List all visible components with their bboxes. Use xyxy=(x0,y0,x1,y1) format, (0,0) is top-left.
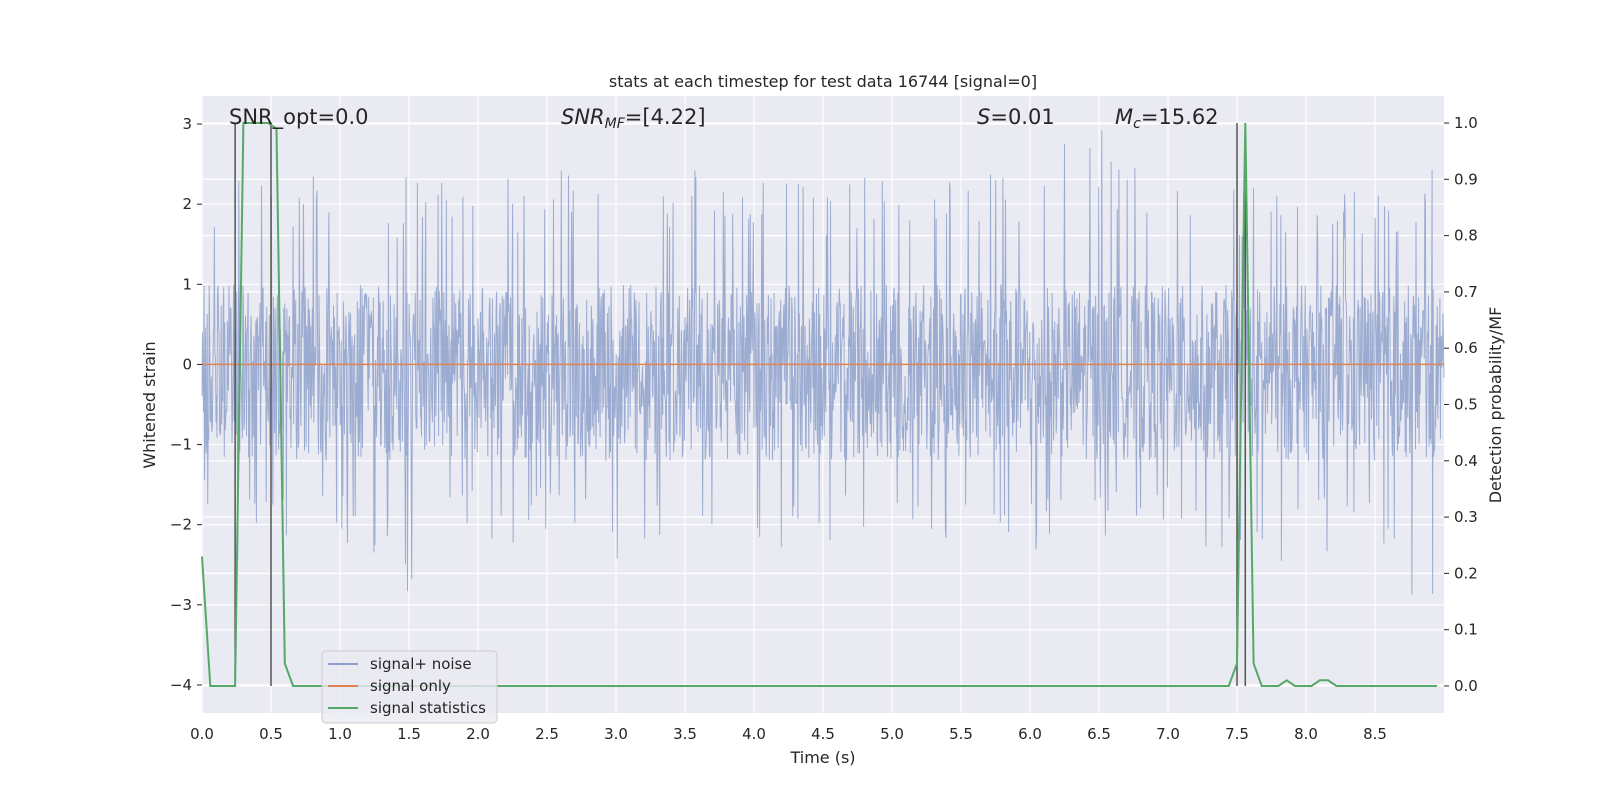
x-tick-label: 2.5 xyxy=(535,725,559,743)
y2-tick-label: 0.3 xyxy=(1454,508,1478,526)
y-tick-label: −2 xyxy=(170,516,192,534)
annotation-snr-opt: SNR_opt=0.0 xyxy=(229,105,369,130)
y2-tick-labels: 1.0 0.9 0.8 0.7 0.6 0.5 0.4 0.3 0.2 0.1 0.0 xyxy=(1444,114,1478,695)
signal-statistics-series xyxy=(201,122,1438,687)
y2-tick-label: 0.2 xyxy=(1454,564,1478,582)
y2-tick-label: 0.7 xyxy=(1454,283,1478,301)
y2-tick-label: 0.8 xyxy=(1454,227,1478,245)
y-tick-label: −3 xyxy=(170,596,192,614)
x-tick-label: 6.5 xyxy=(1087,725,1111,743)
y-tick-label: 3 xyxy=(182,115,192,133)
signal-statistics-line xyxy=(201,122,1438,687)
annotation-s: S=0.01 xyxy=(977,105,1055,129)
x-tick-label: 0.0 xyxy=(190,725,214,743)
legend: signal+ noise signal only signal statist… xyxy=(321,650,498,724)
x-tick-label: 8.0 xyxy=(1294,725,1318,743)
x-tick-label: 5.0 xyxy=(880,725,904,743)
legend-label-signal: signal only xyxy=(370,677,451,695)
y-tick-labels: 3 2 1 0 −1 −2 −3 −4 xyxy=(170,115,202,694)
y2-tick-label: 0.1 xyxy=(1454,621,1478,639)
annotation-mc: Mc=15.62 xyxy=(1115,105,1219,132)
y-tick-label: 1 xyxy=(182,275,192,293)
y2-tick-label: 1.0 xyxy=(1454,114,1478,132)
x-tick-label: 5.5 xyxy=(949,725,973,743)
x-tick-label: 4.5 xyxy=(811,725,835,743)
y2-tick-label: 0.4 xyxy=(1454,452,1478,470)
legend-label-noise: signal+ noise xyxy=(370,655,472,673)
legend-box xyxy=(321,650,498,724)
chart-title: stats at each timestep for test data 167… xyxy=(609,72,1037,91)
x-tick-label: 2.0 xyxy=(466,725,490,743)
y2-tick-label: 0.6 xyxy=(1454,339,1478,357)
y-tick-label: −1 xyxy=(170,436,192,454)
annotation-snr-mf: SNRMF=[4.22] xyxy=(561,105,706,132)
y-tick-label: 2 xyxy=(182,195,192,213)
x-tick-label: 0.5 xyxy=(259,725,283,743)
x-tick-label: 4.0 xyxy=(742,725,766,743)
x-tick-label: 1.5 xyxy=(397,725,421,743)
x-tick-label: 3.5 xyxy=(673,725,697,743)
x-axis-label: Time (s) xyxy=(789,748,855,767)
x-tick-label: 7.0 xyxy=(1156,725,1180,743)
y2-tick-label: 0.5 xyxy=(1454,396,1478,414)
y-tick-label: 0 xyxy=(182,355,192,373)
y2-tick-label: 0.9 xyxy=(1454,170,1478,188)
y2-tick-label: 0.0 xyxy=(1454,677,1478,695)
legend-label-stats: signal statistics xyxy=(370,699,486,717)
y-tick-label: −4 xyxy=(170,676,192,694)
detection-markers xyxy=(234,123,1247,686)
x-tick-labels: 0.0 0.5 1.0 1.5 2.0 2.5 3.0 3.5 4.0 4.5 5.0 5.5 6.0 6… xyxy=(190,725,1387,743)
x-tick-label: 3.0 xyxy=(604,725,628,743)
y-axis-label: Whitened strain xyxy=(140,341,159,468)
x-tick-label: 1.0 xyxy=(328,725,352,743)
x-tick-label: 8.5 xyxy=(1363,725,1387,743)
y2-axis-label: Detection probability/MF xyxy=(1486,307,1505,504)
x-tick-label: 7.5 xyxy=(1225,725,1249,743)
x-tick-label: 6.0 xyxy=(1018,725,1042,743)
